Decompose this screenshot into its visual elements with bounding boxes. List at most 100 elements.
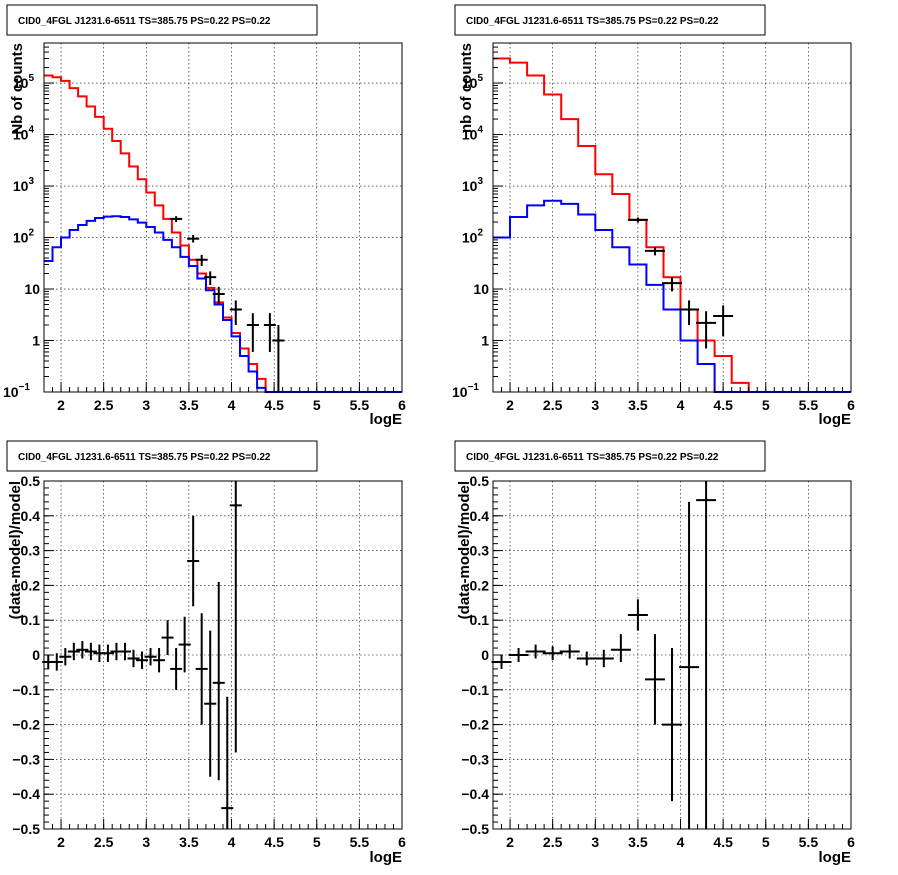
histogram-series-red bbox=[44, 74, 402, 393]
x-tick-labels: 2 2.5 3 3.5 4 4.5 5 5.5 6 bbox=[57, 397, 406, 413]
y-tick-label: −0.2 bbox=[12, 717, 40, 733]
data-point bbox=[204, 630, 217, 777]
panel-counts-right: CID0_4FGL J1231.6-6511 TS=385.75 PS=0.22… bbox=[452, 4, 855, 428]
y-tick-label: 0.2 bbox=[470, 577, 490, 593]
data-point bbox=[221, 696, 234, 829]
data-point bbox=[508, 648, 529, 662]
data-point bbox=[525, 644, 546, 659]
x-tick-label: 5.5 bbox=[350, 397, 370, 413]
data-point bbox=[593, 649, 614, 668]
data-point bbox=[195, 613, 208, 725]
title-box bbox=[454, 440, 766, 472]
data-point bbox=[576, 651, 597, 666]
data-point bbox=[144, 648, 157, 666]
axis-ticks bbox=[43, 42, 403, 393]
chart-title: CID0_4FGL J1231.6-6511 TS=385.75 PS=0.22… bbox=[466, 452, 719, 463]
data-point bbox=[136, 651, 149, 669]
x-axis-label: logE bbox=[370, 849, 403, 866]
x-tick-label: 4.5 bbox=[264, 834, 284, 850]
x-tick-label: 2.5 bbox=[543, 834, 563, 850]
data-point bbox=[627, 599, 648, 631]
x-tick-label: 6 bbox=[847, 397, 855, 413]
x-axis-label: logE bbox=[370, 411, 403, 428]
data-point bbox=[229, 481, 242, 753]
x-tick-label: 4 bbox=[228, 834, 236, 850]
x-tick-label: 5 bbox=[313, 834, 321, 850]
data-point bbox=[696, 481, 717, 829]
y-tick-label: 103 bbox=[462, 176, 484, 194]
data-point bbox=[679, 501, 700, 829]
data-point bbox=[187, 234, 200, 243]
data-point bbox=[662, 648, 682, 802]
x-tick-label: 4.5 bbox=[713, 397, 733, 413]
data-point bbox=[627, 217, 648, 223]
title-box bbox=[6, 440, 318, 472]
y-axis-label: Nb of counts bbox=[9, 43, 26, 135]
x-tick-label: 2 bbox=[57, 397, 65, 413]
x-tick-label: 5.5 bbox=[799, 834, 819, 850]
y-tick-label: 1 bbox=[32, 333, 40, 349]
axis-ticks bbox=[492, 42, 852, 393]
x-tick-label: 3 bbox=[142, 397, 150, 413]
y-tick-label: 0.3 bbox=[470, 543, 490, 559]
panel-counts-left: CID0_4FGL J1231.6-6511 TS=385.75 PS=0.22… bbox=[3, 4, 406, 428]
x-tick-label: 5 bbox=[313, 397, 321, 413]
data-point bbox=[170, 216, 183, 223]
data-point bbox=[118, 642, 131, 661]
x-tick-label: 4 bbox=[677, 834, 685, 850]
data-points bbox=[491, 481, 717, 829]
y-tick-label: 10−1 bbox=[452, 382, 479, 400]
x-tick-label: 3.5 bbox=[628, 397, 648, 413]
x-tick-label: 5 bbox=[762, 397, 770, 413]
data-point bbox=[178, 616, 191, 673]
data-point bbox=[161, 620, 174, 655]
x-tick-label: 3 bbox=[591, 834, 599, 850]
x-tick-label: 2 bbox=[506, 834, 514, 850]
x-tick-labels: 2 2.5 3 3.5 4 4.5 5 5.5 6 bbox=[506, 397, 855, 413]
data-point bbox=[84, 642, 97, 661]
x-tick-label: 5.5 bbox=[350, 834, 370, 850]
x-tick-label: 4 bbox=[228, 397, 236, 413]
y-tick-label: 0.5 bbox=[21, 473, 41, 489]
data-point bbox=[212, 581, 225, 781]
data-point bbox=[50, 653, 63, 671]
data-point bbox=[67, 642, 80, 661]
series-layer bbox=[44, 74, 402, 393]
y-tick-label: 10 bbox=[24, 281, 40, 297]
histogram-series-blue bbox=[493, 199, 851, 393]
x-tick-labels: 2 2.5 3 3.5 4 4.5 5 5.5 6 bbox=[57, 834, 406, 850]
y-tick-label: 0 bbox=[481, 647, 489, 663]
title-box bbox=[6, 4, 318, 36]
x-axis-label: logE bbox=[819, 411, 852, 428]
y-tick-label: −0.5 bbox=[461, 821, 489, 837]
x-tick-label: 2.5 bbox=[543, 397, 563, 413]
x-tick-label: 3 bbox=[591, 397, 599, 413]
data-point bbox=[170, 648, 183, 690]
data-point bbox=[153, 648, 166, 673]
data-point bbox=[263, 313, 276, 352]
y-tick-label: −0.3 bbox=[461, 751, 489, 767]
data-point bbox=[679, 300, 700, 326]
chart-title: CID0_4FGL J1231.6-6511 TS=385.75 PS=0.22… bbox=[18, 16, 271, 27]
y-tick-label: 0.1 bbox=[470, 612, 490, 628]
data-points bbox=[627, 217, 734, 349]
data-point bbox=[696, 311, 717, 349]
chart-title: CID0_4FGL J1231.6-6511 TS=385.75 PS=0.22… bbox=[466, 16, 719, 27]
data-point bbox=[204, 271, 217, 285]
y-tick-label: 0.4 bbox=[470, 508, 490, 524]
histogram-series-red bbox=[493, 57, 851, 393]
data-point bbox=[713, 305, 734, 337]
data-point bbox=[542, 646, 563, 661]
y-tick-label: −0.3 bbox=[12, 751, 40, 767]
x-tick-label: 6 bbox=[398, 834, 406, 850]
data-point bbox=[195, 254, 208, 266]
y-tick-label: −0.2 bbox=[461, 717, 489, 733]
y-tick-label: 10 bbox=[473, 281, 489, 297]
series-layer bbox=[493, 57, 851, 393]
chart-title: CID0_4FGL J1231.6-6511 TS=385.75 PS=0.22… bbox=[18, 452, 271, 463]
y-tick-label: 0.5 bbox=[470, 473, 490, 489]
data-point bbox=[272, 325, 285, 392]
x-tick-label: 2.5 bbox=[94, 834, 114, 850]
data-point bbox=[212, 286, 225, 305]
